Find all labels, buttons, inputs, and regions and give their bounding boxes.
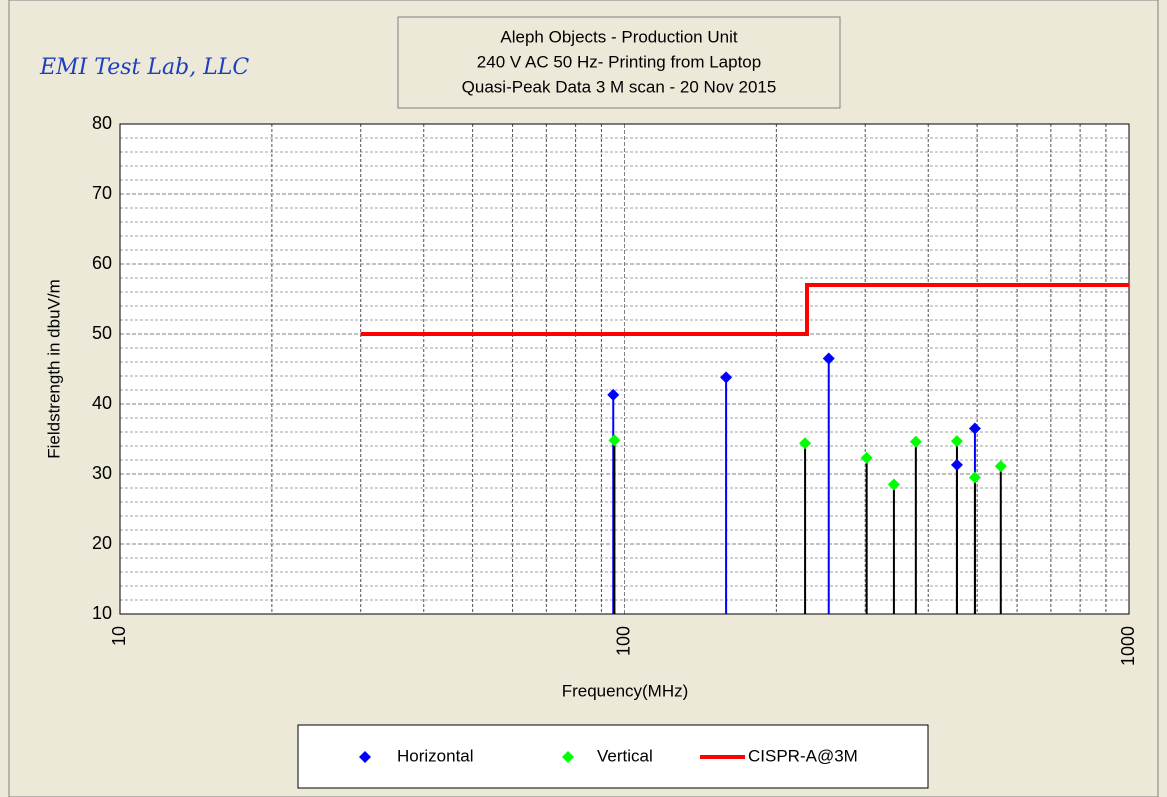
- title-box: [397, 16, 841, 109]
- marker: [968, 422, 981, 435]
- y-tick-label: 80: [92, 113, 112, 133]
- legend-label: Horizontal: [397, 746, 474, 765]
- marker: [799, 437, 812, 450]
- y-tick-label: 50: [92, 323, 112, 343]
- chart-title: 240 V AC 50 Hz- Printing from Laptop: [477, 52, 761, 71]
- marker: [887, 478, 900, 491]
- x-tick-label: 1000: [1118, 626, 1138, 666]
- legend-label: CISPR-A@3M: [748, 746, 858, 765]
- marker: [822, 352, 835, 365]
- x-tick-label: 100: [613, 626, 633, 656]
- marker: [607, 388, 620, 401]
- y-tick-label: 30: [92, 463, 112, 483]
- y-tick-label: 20: [92, 533, 112, 553]
- y-axis-label: Fieldstrength in dbuV/m: [44, 279, 63, 459]
- y-tick-label: 40: [92, 393, 112, 413]
- legend-swatch: [562, 751, 574, 763]
- y-tick-label: 10: [92, 603, 112, 623]
- marker: [968, 471, 981, 484]
- chart-title: Quasi-Peak Data 3 M scan - 20 Nov 2015: [462, 77, 777, 96]
- marker: [950, 458, 963, 471]
- chart-title: Aleph Objects - Production Unit: [500, 27, 737, 46]
- legend: [297, 724, 929, 789]
- x-tick-label: 10: [109, 626, 129, 646]
- y-tick-label: 60: [92, 253, 112, 273]
- marker: [608, 434, 621, 447]
- legend-label: Vertical: [597, 746, 653, 765]
- marker: [950, 435, 963, 448]
- limit-line: [360, 283, 1129, 336]
- marker: [720, 371, 733, 384]
- y-tick-label: 70: [92, 183, 112, 203]
- x-axis-label: Frequency(MHz): [562, 681, 689, 700]
- marker: [909, 435, 922, 448]
- marker: [994, 460, 1007, 473]
- plot-border: [119, 123, 1130, 615]
- legend-swatch: [359, 751, 371, 763]
- brand: EMI Test Lab, LLC: [39, 55, 249, 80]
- marker: [860, 451, 873, 464]
